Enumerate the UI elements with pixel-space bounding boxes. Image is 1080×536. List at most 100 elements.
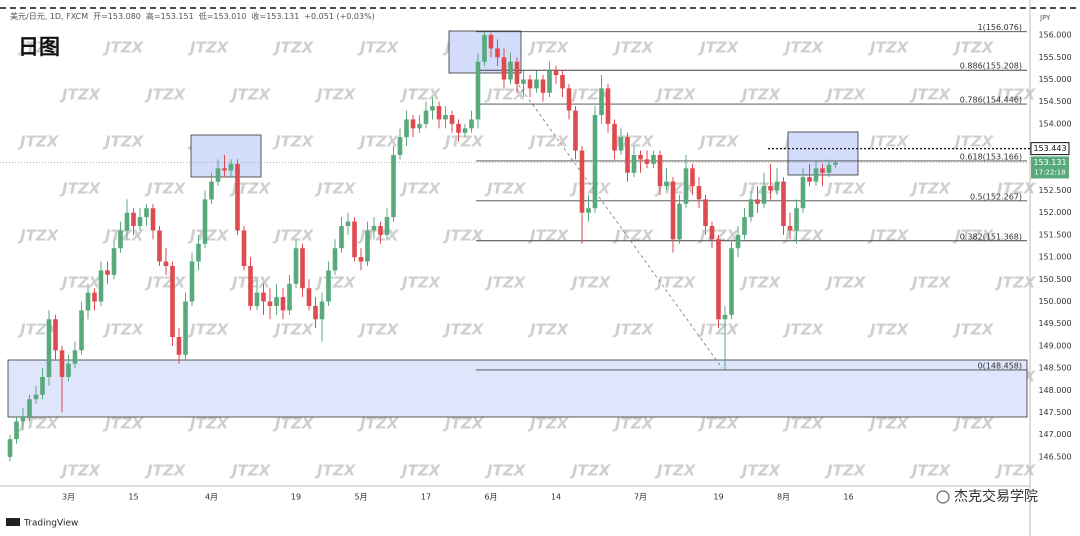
watermark: JTZX — [697, 39, 740, 57]
candle-body — [488, 35, 494, 49]
watermark: JTZX — [314, 180, 357, 198]
candle-body — [722, 314, 728, 320]
watermark: JTZX — [17, 415, 60, 433]
watermark: JTZX — [909, 462, 952, 480]
candle-body — [495, 48, 500, 58]
candle-body — [826, 164, 832, 173]
candle-body — [670, 181, 676, 240]
last-price-tag — [1031, 156, 1069, 179]
candle-body — [690, 168, 695, 187]
watermark: JTZX — [357, 321, 400, 339]
y-tick-label: 155.000 — [1038, 75, 1071, 84]
x-tick-label: 19 — [291, 493, 301, 502]
fib-label: 0.382(151.368) — [960, 232, 1022, 241]
fib-label: 0.786(154.446) — [960, 96, 1022, 105]
candle-body — [592, 115, 598, 209]
watermark: JTZX — [952, 415, 995, 433]
candle-body — [235, 163, 240, 231]
x-tick-label: 5月 — [354, 493, 367, 502]
watermark: JTZX — [739, 180, 782, 198]
x-tick-label: 4月 — [205, 493, 218, 502]
x-tick-label: 15 — [128, 493, 138, 502]
watermark: JTZX — [187, 227, 230, 245]
watermark: JTZX — [994, 462, 1037, 480]
candle-body — [358, 257, 364, 262]
candle-body — [625, 137, 630, 173]
candle-body — [183, 301, 188, 355]
watermark: JTZX — [952, 39, 995, 57]
candle-body — [215, 168, 221, 182]
candle-body — [59, 350, 65, 377]
candle-body — [443, 115, 448, 120]
candle-body — [709, 226, 715, 240]
candle-body — [423, 110, 429, 124]
candle-body — [196, 243, 201, 262]
candle-body — [664, 181, 669, 187]
watermark: JTZX — [144, 462, 187, 480]
fib-label: 0.618(153.166) — [960, 152, 1022, 161]
fib-label: 1(156.076) — [978, 23, 1022, 32]
watermark: JTZX — [59, 274, 102, 292]
symbol: 美元/日元, 1D, FXCM — [10, 11, 88, 21]
watermark: JTZX — [102, 415, 145, 433]
candle-body — [267, 301, 273, 306]
fib-label: 0.886(155.208) — [960, 62, 1022, 71]
watermark: JTZX — [187, 39, 230, 57]
candle-body — [92, 292, 97, 302]
candle-body — [742, 217, 747, 235]
chart-title: 日图 — [18, 35, 60, 59]
candle-body — [313, 305, 318, 320]
x-tick-label: 8月 — [777, 493, 790, 502]
candle-body — [540, 79, 546, 93]
alert-tag-label: 153.443 — [1033, 144, 1066, 153]
watermark: JTZX — [187, 415, 230, 433]
watermark: JTZX — [399, 274, 442, 292]
watermark: JTZX — [952, 133, 995, 151]
candle-body — [449, 115, 455, 124]
candle-body — [274, 297, 279, 306]
candle-body — [638, 154, 643, 160]
y-tick-label: 154.500 — [1038, 97, 1071, 106]
candle-body — [800, 177, 806, 209]
watermark: JTZX — [824, 274, 867, 292]
candle-body — [293, 248, 299, 284]
watermark: JTZX — [314, 462, 357, 480]
watermark: JTZX — [867, 133, 910, 151]
watermark: JTZX — [782, 39, 825, 57]
ohlc-item: 高=153.151 — [146, 11, 194, 21]
watermark: JTZX — [824, 462, 867, 480]
y-tick-label: 154.000 — [1038, 119, 1071, 128]
candle-body — [378, 226, 383, 235]
watermark: JTZX — [59, 86, 102, 104]
watermark: JTZX — [484, 86, 527, 104]
wechat-icon — [936, 490, 950, 504]
watermark: JTZX — [824, 180, 867, 198]
candle-body — [547, 70, 552, 93]
x-tick-label: 19 — [713, 493, 723, 502]
y-tick-label: 148.500 — [1038, 364, 1071, 373]
candle-body — [98, 270, 104, 302]
candle-body — [430, 106, 435, 111]
watermark: JTZX — [442, 321, 485, 339]
candle-body — [352, 221, 357, 258]
watermark: JTZX — [782, 321, 825, 339]
candle-body — [176, 337, 182, 355]
watermark: JTZX — [569, 462, 612, 480]
watermark: JTZX — [654, 274, 697, 292]
zone-box — [190, 134, 262, 178]
watermark: JTZX — [612, 39, 655, 57]
candle-body — [703, 199, 708, 227]
candle-body — [566, 88, 572, 111]
watermark: JTZX — [612, 227, 655, 245]
candle-body — [40, 376, 45, 395]
fib-label: 0(148.458) — [978, 361, 1022, 370]
candle-body — [144, 208, 149, 218]
candle-body — [339, 226, 344, 249]
candle-body — [534, 79, 539, 89]
watermark: JTZX — [484, 180, 527, 198]
watermark: JTZX — [357, 415, 400, 433]
watermark: JTZX — [229, 86, 272, 104]
watermark: JTZX — [612, 415, 655, 433]
watermark: JTZX — [102, 227, 145, 245]
watermark: JTZX — [314, 274, 357, 292]
